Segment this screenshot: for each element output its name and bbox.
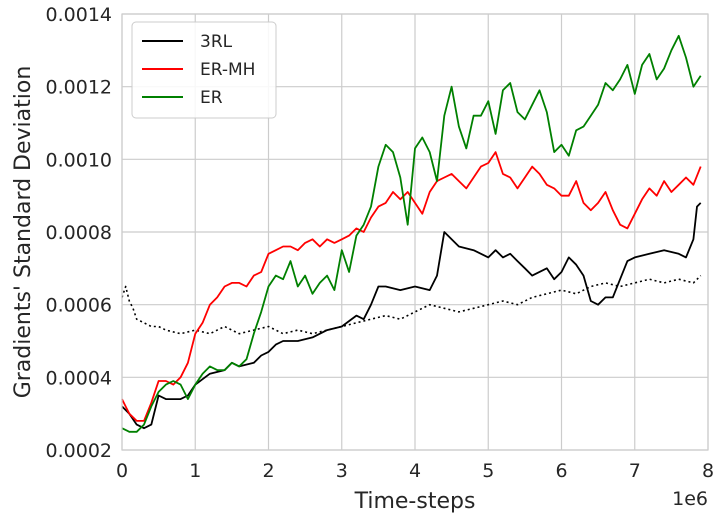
y-tick-label: 0.0008 xyxy=(46,222,112,244)
grid-lines xyxy=(121,13,709,451)
series-line-3rl xyxy=(121,202,702,430)
x-tick-label: 6 xyxy=(555,460,567,482)
legend-box xyxy=(131,21,277,119)
x-tick-label: 4 xyxy=(409,460,421,482)
x-tick-label: 8 xyxy=(702,460,714,482)
series-line-er xyxy=(121,34,702,433)
y-tick-label: 0.0014 xyxy=(46,4,112,26)
legend-label: ER xyxy=(200,88,223,108)
series-line-3rl-dotted xyxy=(121,275,702,335)
y-axis-label: Gradients' Standard Deviation xyxy=(11,66,36,399)
tick-labels: 0 1 2 3 4 5 6 7 8 0.0002 0.0004 0.0006 0.0008 0.0010 0… xyxy=(46,4,715,482)
x-tick-label: 7 xyxy=(629,460,641,482)
y-tick-label: 0.0010 xyxy=(46,149,112,171)
x-tick-label: 0 xyxy=(116,460,128,482)
series-lines xyxy=(121,34,702,433)
legend-label: 3RL xyxy=(200,32,233,52)
y-tick-label: 0.0004 xyxy=(46,367,112,389)
x-axis-offset-label: 1e6 xyxy=(672,488,708,510)
y-tick-label: 0.0006 xyxy=(46,295,112,317)
x-tick-label: 2 xyxy=(262,460,274,482)
y-tick-label: 0.0012 xyxy=(46,77,112,99)
x-tick-label: 3 xyxy=(336,460,348,482)
series-line-er-mh xyxy=(121,151,702,422)
y-tick-label: 0.0002 xyxy=(46,440,112,462)
x-tick-label: 5 xyxy=(482,460,494,482)
legend: 3RL ER-MH ER xyxy=(131,21,277,119)
x-tick-label: 1 xyxy=(189,460,201,482)
legend-label: ER-MH xyxy=(200,60,255,80)
x-axis-label: Time-steps xyxy=(354,489,476,514)
plot-frame xyxy=(121,13,709,451)
